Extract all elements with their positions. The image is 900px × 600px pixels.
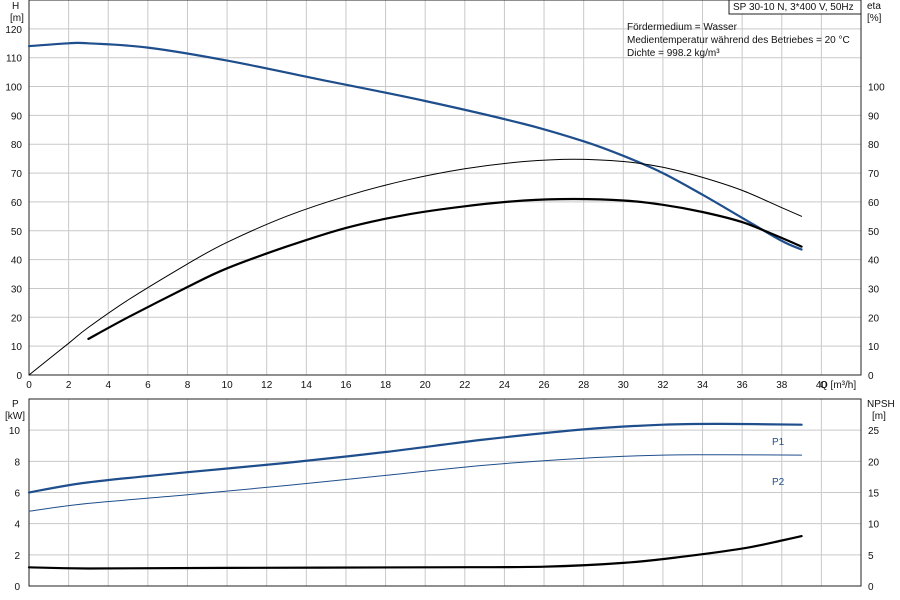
top-left-tick-label: 100 bbox=[5, 83, 22, 94]
x-tick-label: 14 bbox=[301, 380, 313, 391]
bottom-left-tick-label: 0 bbox=[14, 582, 20, 593]
x-tick-label: 36 bbox=[737, 380, 749, 391]
x-tick-label: 0 bbox=[26, 380, 32, 391]
top-right-tick-label: 60 bbox=[868, 198, 880, 209]
top-left-tick-label: 10 bbox=[11, 342, 23, 353]
x-tick-label: 6 bbox=[145, 380, 151, 391]
top-left-tick-label: 60 bbox=[11, 198, 23, 209]
x-tick-label: 32 bbox=[657, 380, 669, 391]
bottom-right-axis-label-line1: NPSH bbox=[867, 399, 895, 410]
x-tick-label: 30 bbox=[618, 380, 630, 391]
bottom-left-tick-label: 6 bbox=[14, 489, 20, 500]
bottom-left-tick-label: 10 bbox=[9, 426, 21, 437]
top-left-axis-label-line2: [m] bbox=[10, 13, 24, 24]
top-plot-frame bbox=[28, 0, 862, 376]
bottom-right-tick-label: 0 bbox=[868, 582, 874, 593]
power-curve-p2 bbox=[28, 454, 803, 512]
info-medium: Fördermedium = Wasser bbox=[627, 22, 738, 33]
top-right-tick-label: 0 bbox=[868, 371, 874, 382]
bottom-right-tick-label: 10 bbox=[868, 520, 880, 531]
top-left-axis-label-line1: H bbox=[12, 1, 19, 12]
x-tick-label: 20 bbox=[420, 380, 432, 391]
bottom-right-tick-label: 5 bbox=[868, 551, 874, 562]
top-left-tick-label: 50 bbox=[11, 227, 23, 238]
top-left-tick-label: 90 bbox=[11, 111, 23, 122]
top-right-axis-label-line2: [%] bbox=[867, 13, 882, 24]
bottom-right-tick-label: 25 bbox=[868, 426, 880, 437]
x-tick-label: 22 bbox=[459, 380, 471, 391]
x-tick-label: 12 bbox=[261, 380, 273, 391]
x-tick-label: 16 bbox=[340, 380, 352, 391]
x-tick-label: 18 bbox=[380, 380, 392, 391]
top-left-tick-label: 40 bbox=[11, 256, 23, 267]
x-tick-label: 2 bbox=[66, 380, 72, 391]
series-label-p2: P2 bbox=[772, 477, 785, 488]
x-tick-label: 28 bbox=[578, 380, 590, 391]
pump-name: SP 30-10 N, 3*400 V, 50Hz bbox=[733, 2, 854, 13]
x-tick-label: 24 bbox=[499, 380, 511, 391]
efficiency-curve-bold bbox=[87, 197, 803, 340]
info-temperature: Medientemperatur während des Betriebes =… bbox=[627, 35, 850, 46]
bottom-left-axis-label-line2: [kW] bbox=[5, 411, 25, 422]
top-left-tick-label: 110 bbox=[6, 54, 22, 65]
top-left-tick-label: 20 bbox=[11, 313, 23, 324]
top-left-tick-label: 80 bbox=[11, 140, 23, 151]
series-label-p1: P1 bbox=[772, 437, 785, 448]
x-tick-label: 4 bbox=[105, 380, 111, 391]
bottom-right-tick-label: 15 bbox=[868, 489, 880, 500]
x-tick-label: 40 bbox=[816, 380, 828, 391]
x-tick-label: 34 bbox=[697, 380, 709, 391]
top-left-tick-label: 120 bbox=[5, 25, 22, 36]
top-right-tick-label: 20 bbox=[868, 313, 880, 324]
grid bbox=[28, 0, 861, 587]
x-tick-label: 38 bbox=[776, 380, 788, 391]
tick-labels: 0 2 4 6 8 10 12 14 16 18 20 22 24 26 28 30 32 34 36 38 40010… bbox=[5, 25, 885, 593]
top-left-tick-label: 70 bbox=[11, 169, 23, 180]
pump-name-box bbox=[728, 0, 862, 15]
x-tick-label: 26 bbox=[538, 380, 550, 391]
top-right-tick-label: 50 bbox=[868, 227, 880, 238]
bottom-left-tick-label: 2 bbox=[14, 551, 20, 562]
bottom-left-tick-label: 4 bbox=[14, 520, 20, 531]
top-right-tick-label: 100 bbox=[868, 83, 885, 94]
curves bbox=[27, 41, 803, 570]
info-density: Dichte = 998.2 kg/m³ bbox=[627, 48, 720, 59]
top-right-tick-label: 10 bbox=[868, 342, 880, 353]
x-tick-label: 8 bbox=[185, 380, 191, 391]
top-right-tick-label: 70 bbox=[868, 169, 880, 180]
x-tick-label: 10 bbox=[222, 380, 234, 391]
bottom-left-axis-label-line1: P bbox=[12, 399, 19, 410]
bottom-left-tick-label: 8 bbox=[14, 457, 20, 468]
top-right-tick-label: 90 bbox=[868, 111, 880, 122]
bottom-right-axis-label-line2: [m] bbox=[872, 411, 886, 422]
head-curve-h bbox=[27, 41, 803, 251]
top-right-axis-label-line1: eta bbox=[867, 1, 881, 12]
top-right-tick-label: 40 bbox=[868, 256, 880, 267]
power-curve-p1 bbox=[27, 422, 803, 494]
bottom-right-tick-label: 20 bbox=[868, 457, 880, 468]
top-left-tick-label: 30 bbox=[11, 284, 23, 295]
top-left-tick-label: 0 bbox=[16, 371, 22, 382]
x-axis-label: Q [m³/h] bbox=[820, 380, 856, 391]
top-right-tick-label: 30 bbox=[868, 284, 880, 295]
efficiency-curve-thin bbox=[28, 158, 803, 376]
npsh-curve bbox=[27, 535, 803, 570]
top-right-tick-label: 80 bbox=[868, 140, 880, 151]
